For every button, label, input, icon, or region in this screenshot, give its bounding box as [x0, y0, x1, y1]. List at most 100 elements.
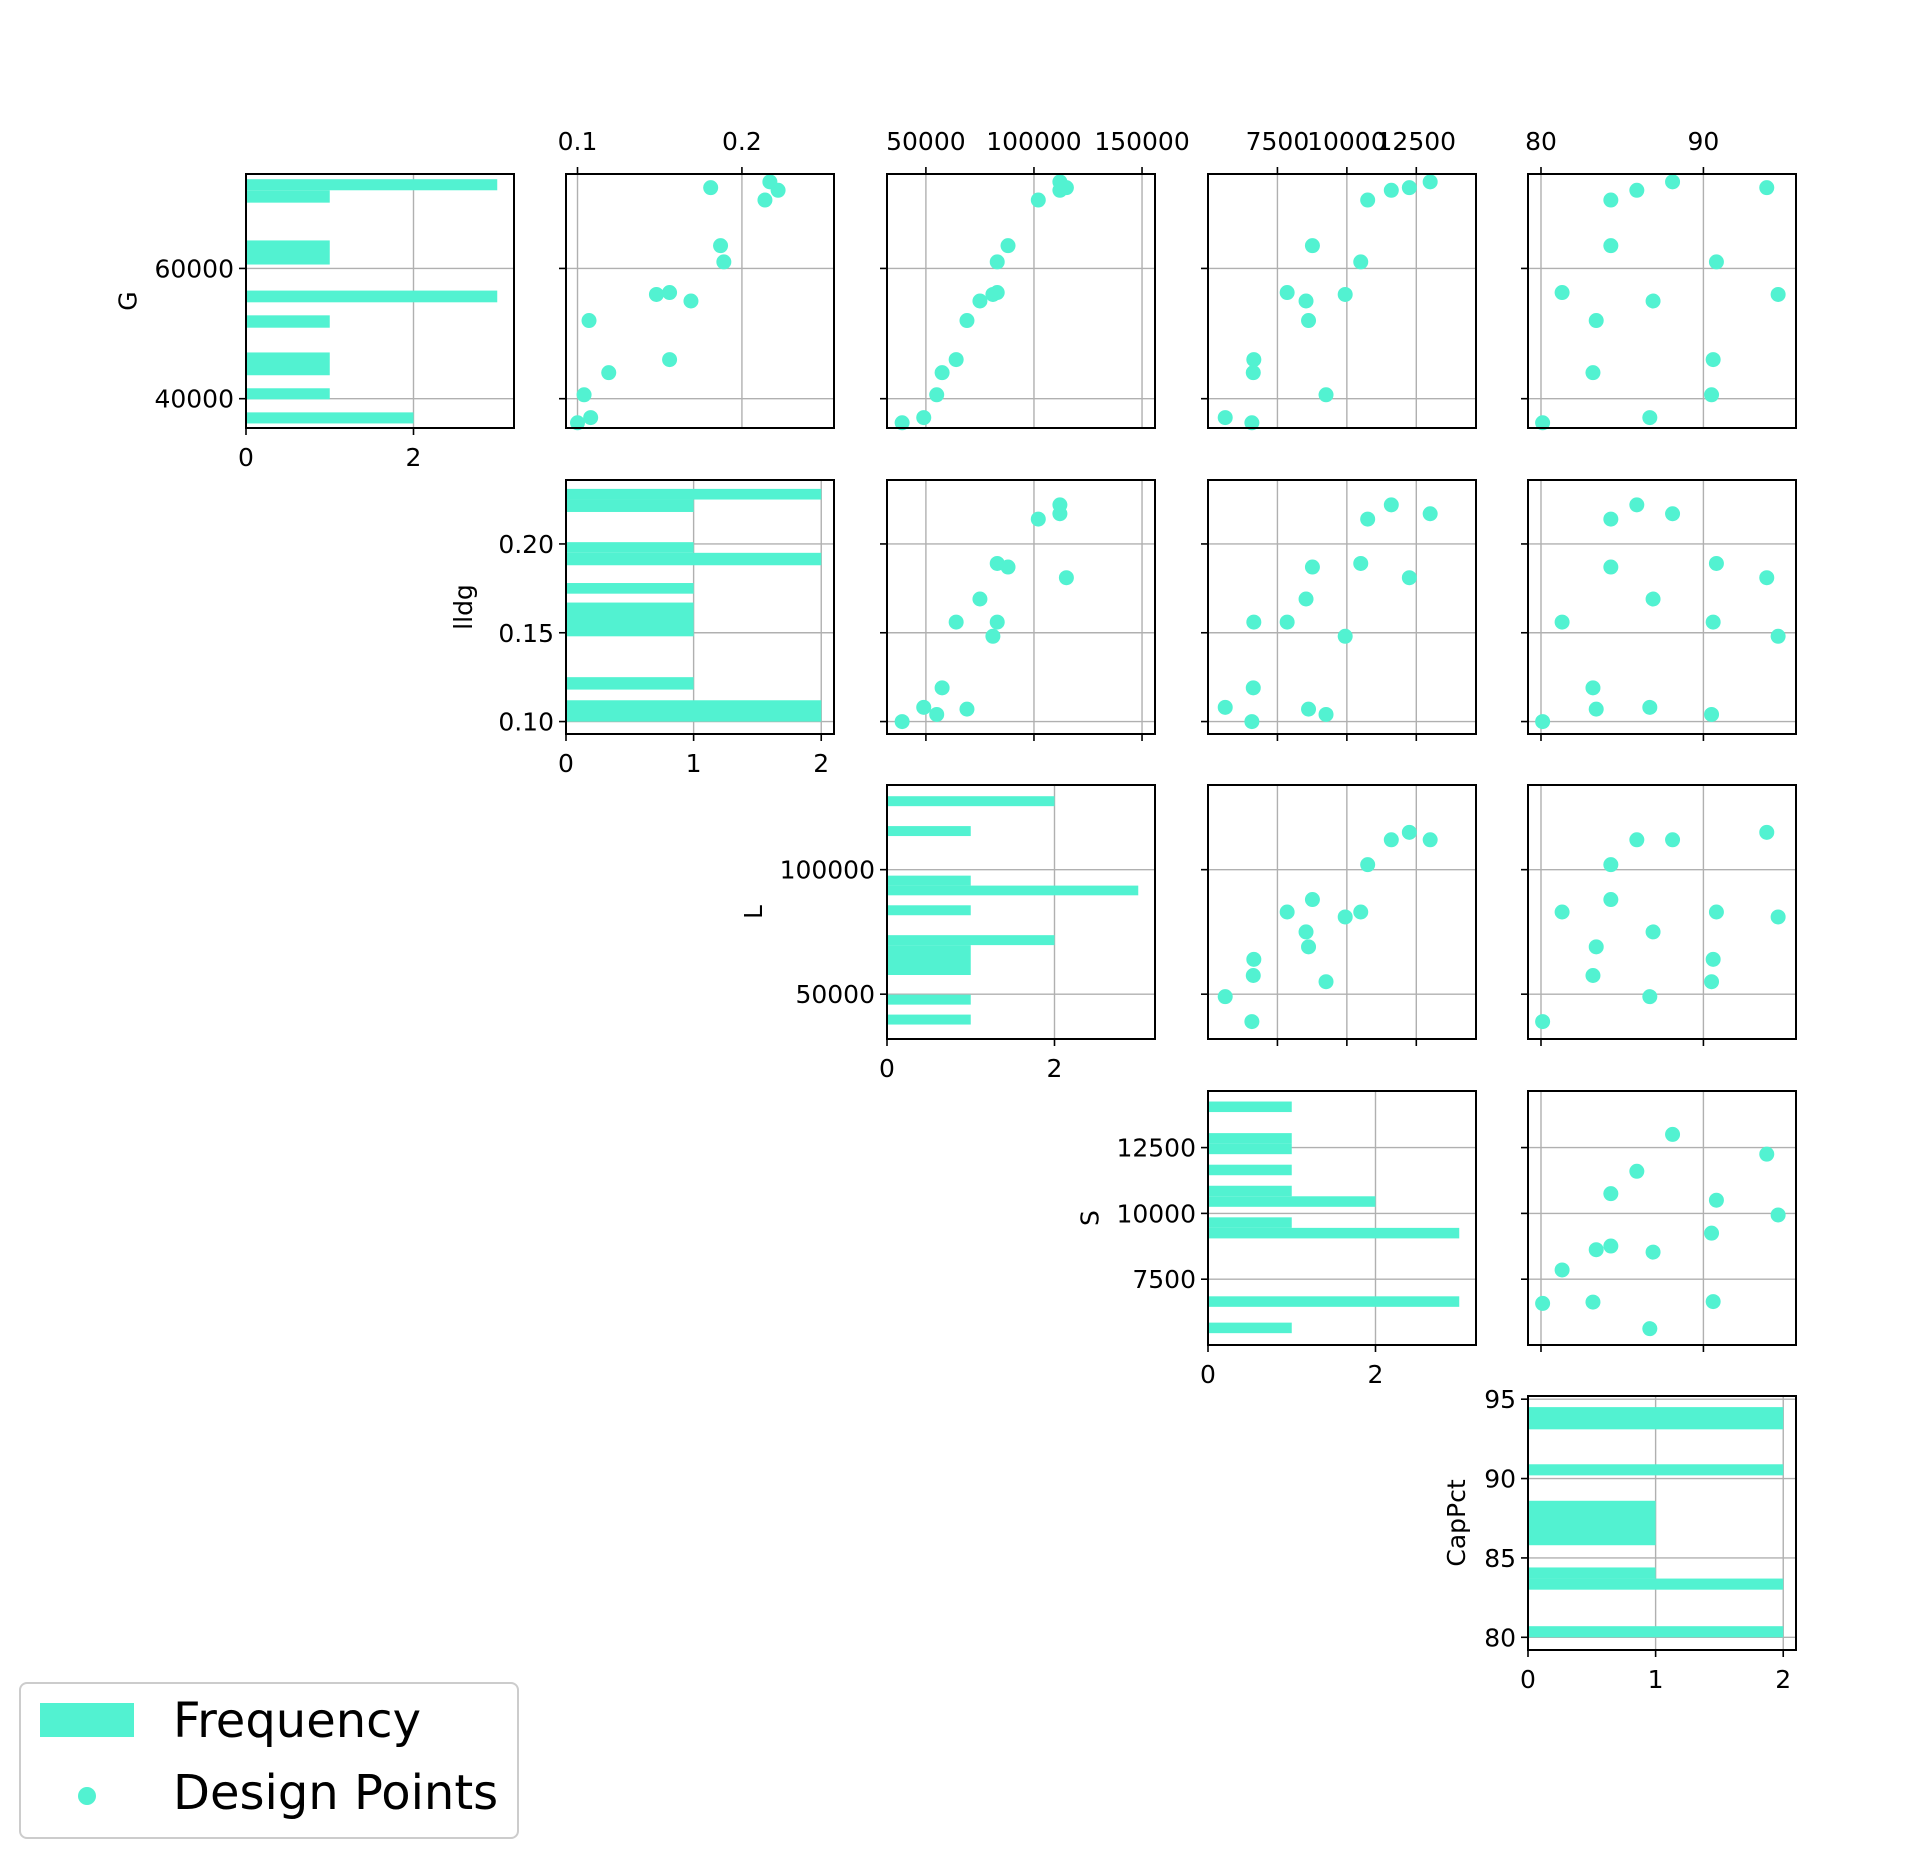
- legend-frequency-swatch: [40, 1703, 134, 1737]
- design-point: [1588, 1242, 1604, 1258]
- design-point: [1052, 506, 1068, 522]
- design-point: [1585, 1294, 1601, 1310]
- legend-design-points-marker: [78, 1787, 96, 1805]
- design-point: [1301, 313, 1317, 329]
- histogram-bar: [246, 388, 330, 400]
- design-point: [1554, 904, 1570, 920]
- y-tick-label: 40000: [154, 385, 234, 414]
- axes-frame: [886, 479, 1156, 735]
- design-point: [1383, 832, 1399, 848]
- design-point: [1554, 614, 1570, 630]
- design-point: [1705, 1294, 1721, 1310]
- design-point: [1279, 904, 1295, 920]
- top-x-tick-label: 150000: [1094, 127, 1189, 156]
- design-point: [959, 701, 975, 717]
- histogram-bar: [566, 583, 694, 594]
- design-point: [1401, 570, 1417, 586]
- design-point: [916, 699, 932, 715]
- axes-frame: [1527, 784, 1797, 1040]
- design-point: [1603, 857, 1619, 873]
- histogram-bar: [1208, 1133, 1292, 1144]
- design-point: [1246, 352, 1262, 368]
- design-point: [1535, 714, 1551, 730]
- design-point: [929, 706, 945, 722]
- design-point: [1588, 701, 1604, 717]
- design-point: [1603, 1186, 1619, 1202]
- design-point: [972, 591, 988, 607]
- histogram-bar: [1208, 1196, 1376, 1207]
- y-tick-label: 100000: [780, 856, 875, 885]
- design-point: [716, 254, 732, 270]
- histogram-bar: [887, 905, 971, 916]
- design-point: [1304, 238, 1320, 254]
- histogram-bar: [1208, 1164, 1292, 1176]
- y-axis-label: G: [114, 291, 143, 310]
- design-point: [1279, 285, 1295, 301]
- design-point: [1304, 559, 1320, 575]
- x-tick-label: 0: [1520, 1665, 1536, 1694]
- design-point: [1337, 909, 1353, 925]
- design-point: [1759, 570, 1775, 586]
- histogram-bar: [246, 352, 330, 376]
- design-point: [662, 285, 678, 301]
- panel-2-4: [1521, 784, 1797, 1046]
- design-point: [1629, 832, 1645, 848]
- y-axis-label: lldg: [449, 584, 478, 630]
- design-point: [1030, 192, 1046, 208]
- design-point: [1708, 1192, 1724, 1208]
- axes-frame: [1207, 173, 1477, 429]
- histogram-bar: [246, 315, 330, 328]
- design-point: [1708, 904, 1724, 920]
- y-tick-label: 0.20: [498, 530, 554, 559]
- histogram-bar: [566, 602, 694, 637]
- design-point: [1360, 511, 1376, 527]
- design-point: [1665, 174, 1681, 190]
- histogram-bar: [566, 542, 694, 553]
- design-point: [1318, 706, 1334, 722]
- design-point: [894, 714, 910, 730]
- y-tick-label: 0.10: [498, 708, 554, 737]
- design-point: [1770, 909, 1786, 925]
- histogram-bar: [1208, 1322, 1292, 1334]
- axes-frame: [1527, 1395, 1797, 1651]
- design-point: [1304, 892, 1320, 908]
- histogram-bar: [887, 875, 971, 886]
- design-point: [934, 680, 950, 696]
- design-point: [1603, 1238, 1619, 1254]
- design-point: [972, 293, 988, 309]
- axes-frame: [886, 784, 1156, 1040]
- design-point: [1298, 591, 1314, 607]
- design-point: [1705, 951, 1721, 967]
- x-tick-label: 2: [813, 749, 829, 778]
- x-tick-label: 2: [1775, 1665, 1791, 1694]
- design-point: [1645, 1244, 1661, 1260]
- y-axis-label: L: [739, 905, 768, 919]
- histogram-bar: [566, 488, 822, 500]
- axes-frame: [886, 173, 1156, 429]
- panel-4-4: 80 85 90 95 0 1 2 CapPct: [1442, 1385, 1797, 1694]
- design-point: [1000, 559, 1016, 575]
- histogram-bar: [246, 179, 498, 191]
- design-point: [1603, 192, 1619, 208]
- design-point: [1030, 511, 1046, 527]
- histogram-bar: [1528, 1567, 1656, 1579]
- design-point: [1244, 1014, 1260, 1030]
- top-x-tick-label: 50000: [886, 127, 966, 156]
- histogram-bar: [1528, 1500, 1656, 1546]
- panel-2-2: 50000 100000 0 2 L: [739, 784, 1156, 1083]
- design-point: [948, 614, 964, 630]
- design-point: [1629, 1163, 1645, 1179]
- histogram-bar: [246, 290, 498, 303]
- y-axis-label: CapPct: [1442, 1479, 1471, 1566]
- design-point: [1422, 832, 1438, 848]
- design-point: [1629, 497, 1645, 513]
- y-tick-label: 60000: [154, 254, 234, 283]
- histogram-bar: [887, 826, 971, 837]
- x-tick-label: 1: [686, 749, 702, 778]
- histogram-bar: [1528, 1626, 1784, 1638]
- panel-0-0: 40000 60000 0 2 G: [114, 173, 515, 472]
- design-point: [757, 192, 773, 208]
- design-point: [1244, 714, 1260, 730]
